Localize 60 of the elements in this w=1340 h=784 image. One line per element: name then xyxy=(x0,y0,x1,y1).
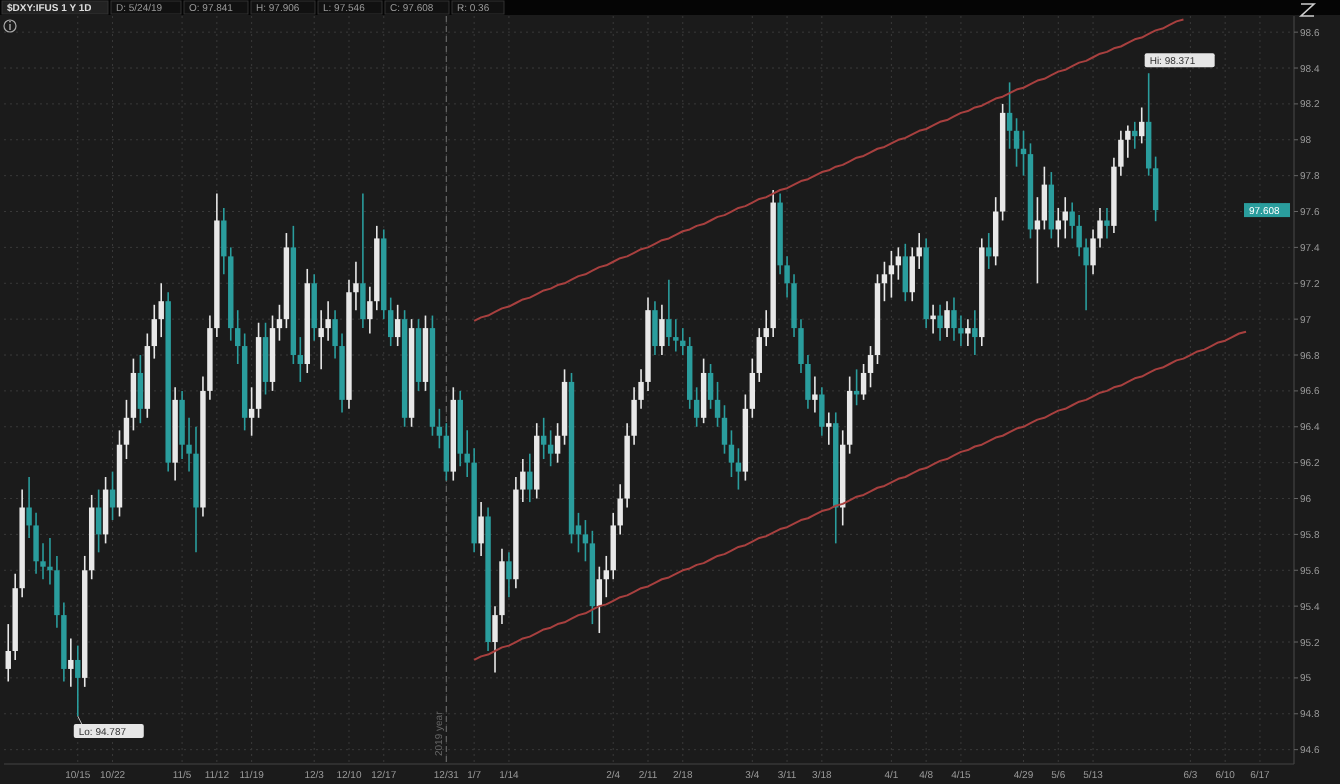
candlestick xyxy=(881,260,888,303)
candlestick xyxy=(944,300,950,338)
candlestick xyxy=(1104,207,1110,240)
candlestick xyxy=(652,300,658,356)
candlestick xyxy=(819,386,825,437)
candlestick xyxy=(68,637,74,688)
candlestick xyxy=(158,282,164,338)
candlestick xyxy=(714,381,721,428)
candlestick xyxy=(1034,196,1041,285)
line-series xyxy=(473,330,1248,661)
candlestick xyxy=(1006,81,1013,150)
candlestick xyxy=(311,273,317,342)
candlestick xyxy=(297,336,304,383)
candlestick xyxy=(248,386,255,437)
candlestick xyxy=(707,363,714,410)
candlestick xyxy=(262,321,269,396)
candlestick xyxy=(986,232,992,270)
candlestick xyxy=(130,357,137,432)
candlestick xyxy=(1139,106,1145,145)
candlestick xyxy=(1145,72,1152,177)
candlestick xyxy=(721,404,728,455)
candlestick xyxy=(992,196,999,267)
candlestick xyxy=(1152,155,1159,223)
candlestick xyxy=(276,304,283,342)
candlestick xyxy=(582,519,589,563)
candlestick xyxy=(1013,117,1020,168)
candlestick xyxy=(700,357,707,424)
candlestick xyxy=(540,417,547,460)
candlestick xyxy=(547,429,554,468)
candlestick xyxy=(1041,165,1048,231)
candlestick xyxy=(95,488,102,554)
candlestick xyxy=(902,243,909,303)
candlestick xyxy=(137,354,144,424)
candlestick xyxy=(895,246,902,281)
candlestick xyxy=(318,309,324,371)
candlestick xyxy=(930,304,936,335)
candlestick xyxy=(812,375,818,414)
candlestick xyxy=(888,250,895,299)
candlestick xyxy=(735,447,742,491)
candlestick xyxy=(659,304,665,356)
candlestick xyxy=(867,345,874,389)
candlestick xyxy=(527,452,533,503)
candlestick xyxy=(360,192,366,329)
candlestick xyxy=(102,476,109,545)
candlestick xyxy=(951,296,957,342)
candlestick xyxy=(443,422,450,482)
candlestick xyxy=(972,309,978,356)
candlestick xyxy=(394,304,401,347)
candlestick xyxy=(937,304,943,342)
candlestick xyxy=(666,278,672,347)
candlestick xyxy=(478,501,484,557)
candlestick xyxy=(860,363,867,401)
candlestick xyxy=(123,399,130,460)
candlestick xyxy=(506,551,512,598)
candlestick xyxy=(728,429,735,478)
candlestick xyxy=(965,318,971,347)
candlestick xyxy=(554,422,561,464)
candlestick xyxy=(826,411,832,446)
candlestick xyxy=(1048,171,1055,240)
candlestick xyxy=(436,408,443,450)
